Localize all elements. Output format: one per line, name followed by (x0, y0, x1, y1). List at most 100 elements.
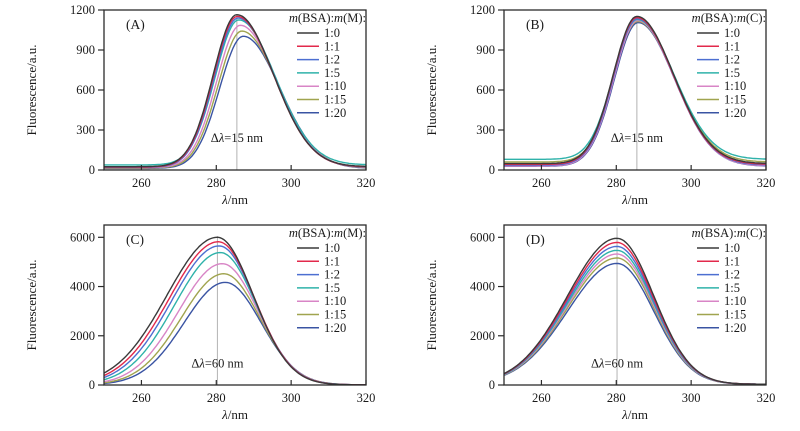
y-axis-label: Fluorescence/a.u. (24, 45, 39, 136)
y-tick-label: 0 (489, 163, 495, 177)
y-axis-label: Fluorescence/a.u. (424, 45, 439, 136)
x-tick-label: 280 (207, 176, 226, 190)
legend-entry-label: 1:15 (724, 93, 746, 107)
x-tick-label: 280 (207, 391, 226, 405)
legend-entry-label: 1:2 (724, 53, 740, 67)
y-tick-label: 1200 (70, 3, 95, 17)
x-tick-label: 260 (132, 391, 151, 405)
legend-entry-label: 1:15 (724, 308, 746, 322)
series-line-1-0 (104, 236, 366, 385)
x-tick-label: 300 (282, 176, 301, 190)
panel-letter: (D) (526, 232, 545, 247)
x-tick-label: 280 (607, 176, 626, 190)
x-tick-label: 260 (532, 391, 551, 405)
legend-entry-label: 1:10 (324, 294, 346, 308)
y-tick-label: 900 (476, 43, 495, 57)
legend-entry-label: 1:1 (724, 254, 740, 268)
panel-D-chart: 0 2000 4000 6000 260 280 300 320 Fluorescence/a.… (424, 224, 776, 422)
y-tick-label: 300 (476, 123, 495, 137)
x-tick-label: 300 (682, 391, 701, 405)
panel-B-cell: 0 300 600 900 1200 260 280 300 320 Fluorescence/a… (400, 0, 800, 215)
y-tick-label: 6000 (70, 231, 95, 245)
panel-A-chart: 0 300 600 900 1200 260 280 300 320 Fluorescence/a… (24, 3, 376, 207)
legend-title: m(BSA):m(C): (692, 11, 766, 25)
y-tick-label: 2000 (70, 329, 95, 343)
legend-entry-label: 1:0 (324, 26, 340, 40)
legend-entry-label: 1:0 (324, 241, 340, 255)
x-tick-label: 260 (532, 176, 551, 190)
series-line-1-0 (504, 15, 766, 165)
legend-entry-label: 1:10 (724, 294, 746, 308)
x-tick-label: 320 (757, 176, 776, 190)
series-line-1-1 (504, 16, 766, 166)
y-tick-label: 4000 (70, 280, 95, 294)
panel-letter: (C) (126, 232, 144, 247)
panel-D-cell: 0 2000 4000 6000 260 280 300 320 Fluorescence/a.… (400, 215, 800, 431)
panel-C-chart: 0 2000 4000 6000 260 280 300 320 Fluorescence/a.… (24, 224, 376, 422)
x-tick-label: 260 (132, 176, 151, 190)
legend-entry-label: 1:0 (724, 26, 740, 40)
y-tick-label: 300 (76, 123, 95, 137)
plot-frame (503, 224, 767, 386)
legend-entry-label: 1:5 (724, 66, 740, 80)
x-axis-label: λ/nm (221, 192, 248, 207)
legend-entry-label: 1:1 (324, 39, 340, 53)
panel-A-cell: 0 300 600 900 1200 260 280 300 320 Fluorescence/a… (0, 0, 400, 215)
y-tick-label: 600 (476, 83, 495, 97)
legend-entry-label: 1:5 (724, 281, 740, 295)
series-line-1-0 (104, 13, 366, 168)
series-group (104, 236, 366, 385)
x-tick-label: 320 (357, 176, 376, 190)
legend-entry-label: 1:1 (724, 39, 740, 53)
y-tick-label: 0 (489, 378, 495, 392)
x-tick-label: 320 (357, 391, 376, 405)
x-tick-label: 320 (757, 391, 776, 405)
y-tick-label: 0 (89, 378, 95, 392)
legend-entry-label: 1:15 (324, 308, 346, 322)
legend-entry-label: 1:10 (724, 79, 746, 93)
legend-entry-label: 1:20 (324, 321, 346, 335)
series-group (504, 15, 766, 167)
x-axis-label: λ/nm (621, 407, 648, 422)
series-group (104, 13, 366, 170)
legend-entry-label: 1:5 (324, 281, 340, 295)
series-line-1-5 (104, 19, 366, 166)
legend-entry-label: 1:0 (724, 241, 740, 255)
panel-B-chart: 0 300 600 900 1200 260 280 300 320 Fluorescence/a… (424, 3, 776, 207)
delta-lambda-annotation: Δλ=15 nm (211, 131, 263, 145)
y-tick-label: 0 (89, 163, 95, 177)
panel-letter: (A) (126, 17, 145, 32)
x-tick-label: 300 (282, 391, 301, 405)
x-tick-label: 280 (607, 391, 626, 405)
delta-lambda-annotation: Δλ=60 nm (591, 356, 643, 370)
y-tick-label: 1200 (470, 3, 495, 17)
legend-entry-label: 1:2 (324, 53, 340, 67)
plot-frame (103, 224, 367, 386)
legend-title: m(BSA):m(M): (289, 11, 366, 25)
legend-entry-label: 1:10 (324, 79, 346, 93)
legend-entry-label: 1:2 (724, 268, 740, 282)
legend-entry-label: 1:20 (324, 106, 346, 120)
panel-C-cell: 0 2000 4000 6000 260 280 300 320 Fluorescence/a.… (0, 215, 400, 431)
legend-entry-label: 1:2 (324, 268, 340, 282)
legend-entry-label: 1:5 (324, 66, 340, 80)
y-tick-label: 600 (76, 83, 95, 97)
legend-entry-label: 1:15 (324, 93, 346, 107)
series-line-1-0 (504, 237, 766, 385)
series-group (504, 237, 766, 385)
legend-title: m(BSA):m(C): (692, 226, 766, 240)
y-tick-label: 2000 (470, 329, 495, 343)
panel-letter: (B) (526, 17, 544, 32)
y-axis-label: Fluorescence/a.u. (424, 260, 439, 351)
legend-entry-label: 1:20 (724, 106, 746, 120)
y-tick-label: 900 (76, 43, 95, 57)
y-tick-label: 4000 (470, 280, 495, 294)
delta-lambda-annotation: Δλ=15 nm (611, 131, 663, 145)
delta-lambda-annotation: Δλ=60 nm (191, 356, 243, 370)
legend-entry-label: 1:20 (724, 321, 746, 335)
x-axis-label: λ/nm (621, 192, 648, 207)
x-axis-label: λ/nm (221, 407, 248, 422)
legend-title: m(BSA):m(M): (289, 226, 366, 240)
x-tick-label: 300 (682, 176, 701, 190)
